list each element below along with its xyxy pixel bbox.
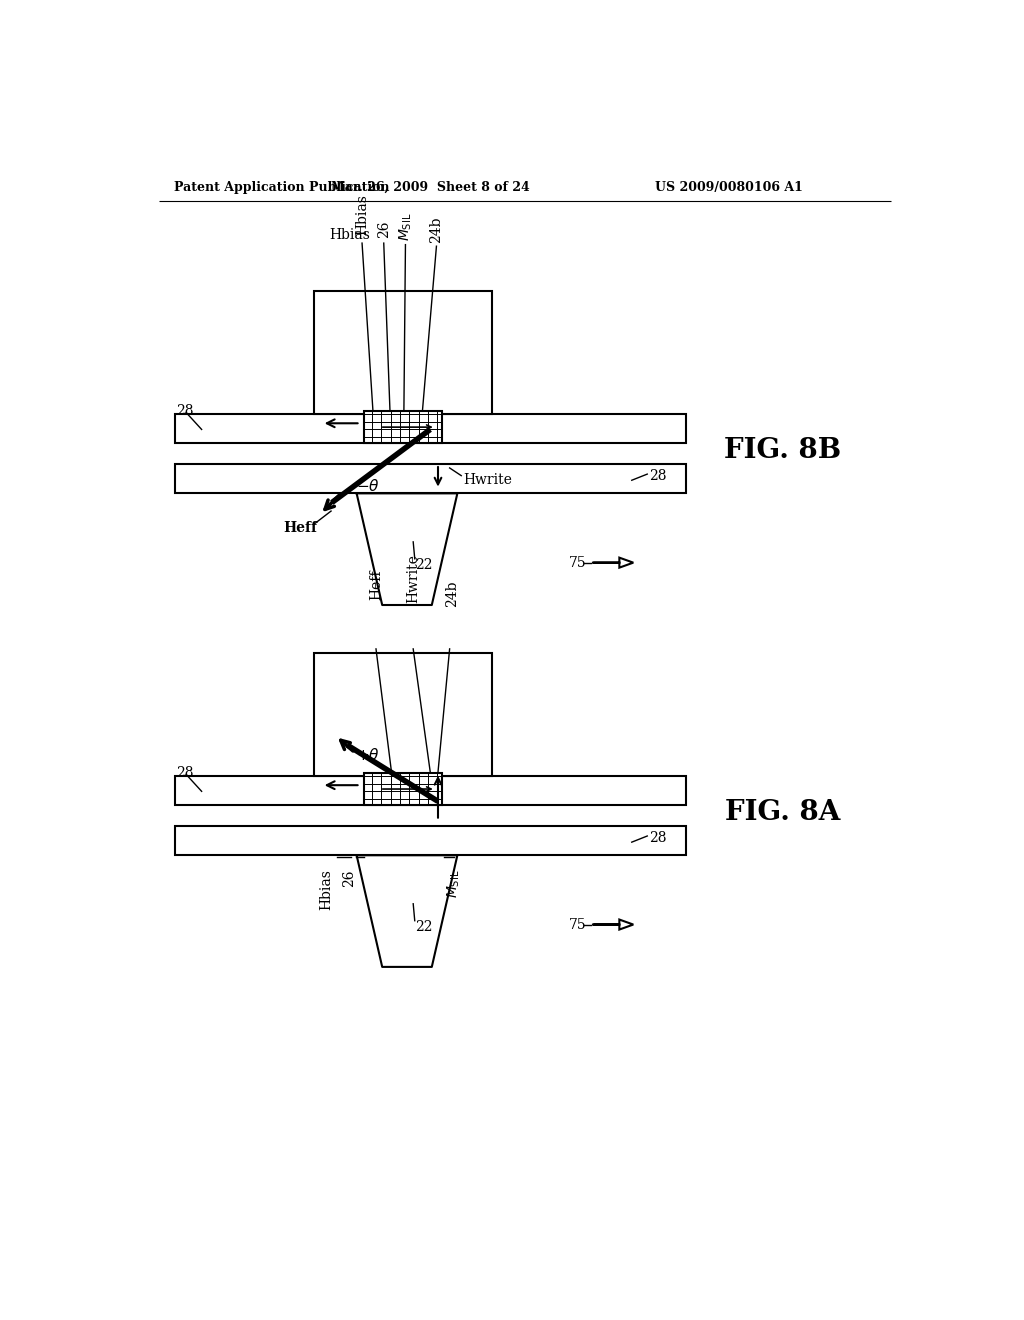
Text: Hwrite: Hwrite — [463, 474, 512, 487]
Text: 26: 26 — [342, 869, 356, 887]
Text: $M_{\sf SIL}$: $M_{\sf SIL}$ — [397, 213, 414, 240]
Text: 28: 28 — [176, 766, 194, 780]
Text: 28: 28 — [176, 404, 194, 418]
Bar — [365, 411, 442, 444]
Bar — [174, 776, 686, 805]
Text: 75: 75 — [569, 917, 587, 932]
Text: Heff: Heff — [283, 521, 317, 535]
Text: 28: 28 — [649, 830, 667, 845]
Text: $-\theta$: $-\theta$ — [356, 478, 380, 494]
Bar — [365, 774, 442, 805]
Text: Patent Application Publication: Patent Application Publication — [174, 181, 390, 194]
FancyArrow shape — [593, 557, 633, 568]
Bar — [314, 653, 493, 776]
Text: $+\theta$: $+\theta$ — [356, 747, 380, 763]
Text: Heff: Heff — [369, 570, 383, 601]
Text: 22: 22 — [415, 920, 432, 933]
Text: 24b: 24b — [445, 579, 459, 607]
Bar — [174, 414, 686, 444]
Text: FIG. 8B: FIG. 8B — [724, 437, 842, 465]
Text: Hbias: Hbias — [355, 194, 369, 235]
Text: 75: 75 — [569, 556, 587, 570]
FancyArrow shape — [593, 920, 633, 929]
Bar — [174, 826, 686, 855]
Text: 28: 28 — [649, 469, 667, 483]
Text: Hbias: Hbias — [329, 228, 370, 243]
Bar — [314, 290, 493, 414]
Text: US 2009/0080106 A1: US 2009/0080106 A1 — [655, 181, 803, 194]
Text: 26: 26 — [377, 220, 391, 239]
Text: 22: 22 — [415, 558, 432, 572]
Bar — [174, 465, 686, 494]
Text: Mar. 26, 2009  Sheet 8 of 24: Mar. 26, 2009 Sheet 8 of 24 — [331, 181, 529, 194]
Text: Hwrite: Hwrite — [407, 554, 420, 603]
Text: FIG. 8A: FIG. 8A — [725, 800, 841, 826]
Text: $M_{\sf SIL}$: $M_{\sf SIL}$ — [445, 869, 462, 898]
Text: Hbias: Hbias — [319, 869, 334, 909]
Text: 24b: 24b — [429, 216, 443, 243]
